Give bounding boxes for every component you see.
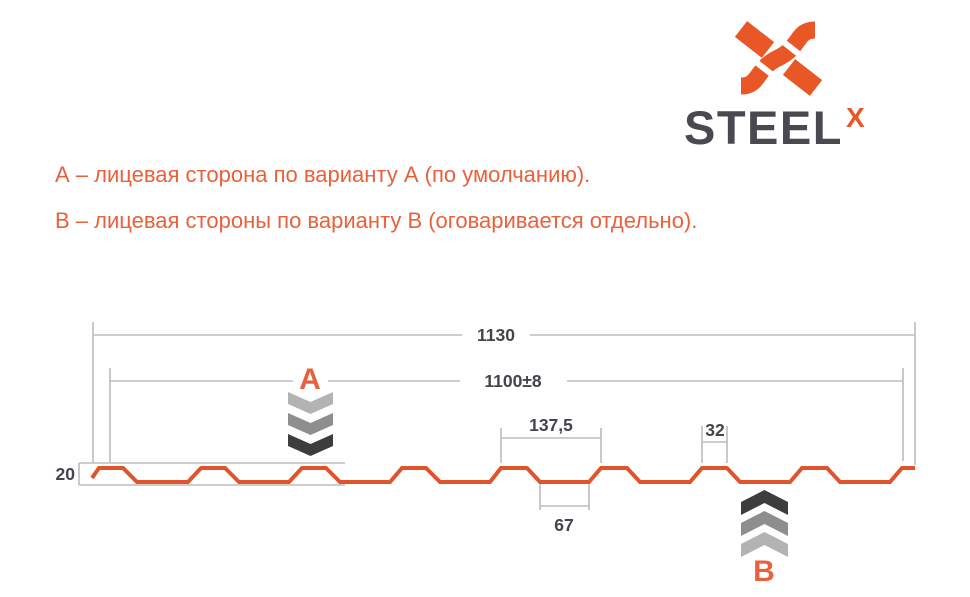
dimension-rib-bottom-label: 67 [554, 515, 573, 535]
note-variant-a: А – лицевая сторона по варианту А (по ум… [55, 162, 591, 187]
profile-outline [90, 466, 915, 484]
chevron-up-icon [741, 490, 788, 557]
dimension-profile-height-label: 20 [56, 464, 76, 484]
profile-drawing: 1130 1100±8 20 137,5 [56, 322, 916, 588]
logo-brand-text: STEEL [684, 101, 843, 154]
dimension-working-width-label: 1100±8 [484, 371, 542, 391]
side-b-label: B [753, 555, 775, 588]
dimension-pitch: 137,5 [500, 415, 602, 463]
dimension-overall-width-label: 1130 [477, 325, 515, 345]
chevron-down-icon [288, 392, 333, 456]
logo-wordmark: STEEL X [684, 100, 865, 155]
dimension-pitch-label: 137,5 [529, 415, 573, 435]
dimension-rib-top-label: 32 [705, 420, 725, 440]
dimension-overall-width: 1130 [92, 322, 916, 465]
steelx-x-icon [734, 21, 823, 96]
dimension-profile-height: 20 [56, 462, 345, 486]
side-a-label: A [299, 363, 321, 396]
dimension-rib-top: 32 [701, 420, 728, 463]
dimension-rib-bottom: 67 [539, 484, 590, 535]
logo-superscript-x-text: X [845, 102, 865, 133]
dimension-working-width: 1100±8 [109, 368, 904, 463]
note-variant-b: В – лицевая стороны по варианту В (огова… [55, 208, 698, 233]
side-a-marker: A [288, 363, 333, 456]
side-b-marker: B [741, 490, 788, 588]
steelx-logo: STEEL X [660, 0, 920, 160]
